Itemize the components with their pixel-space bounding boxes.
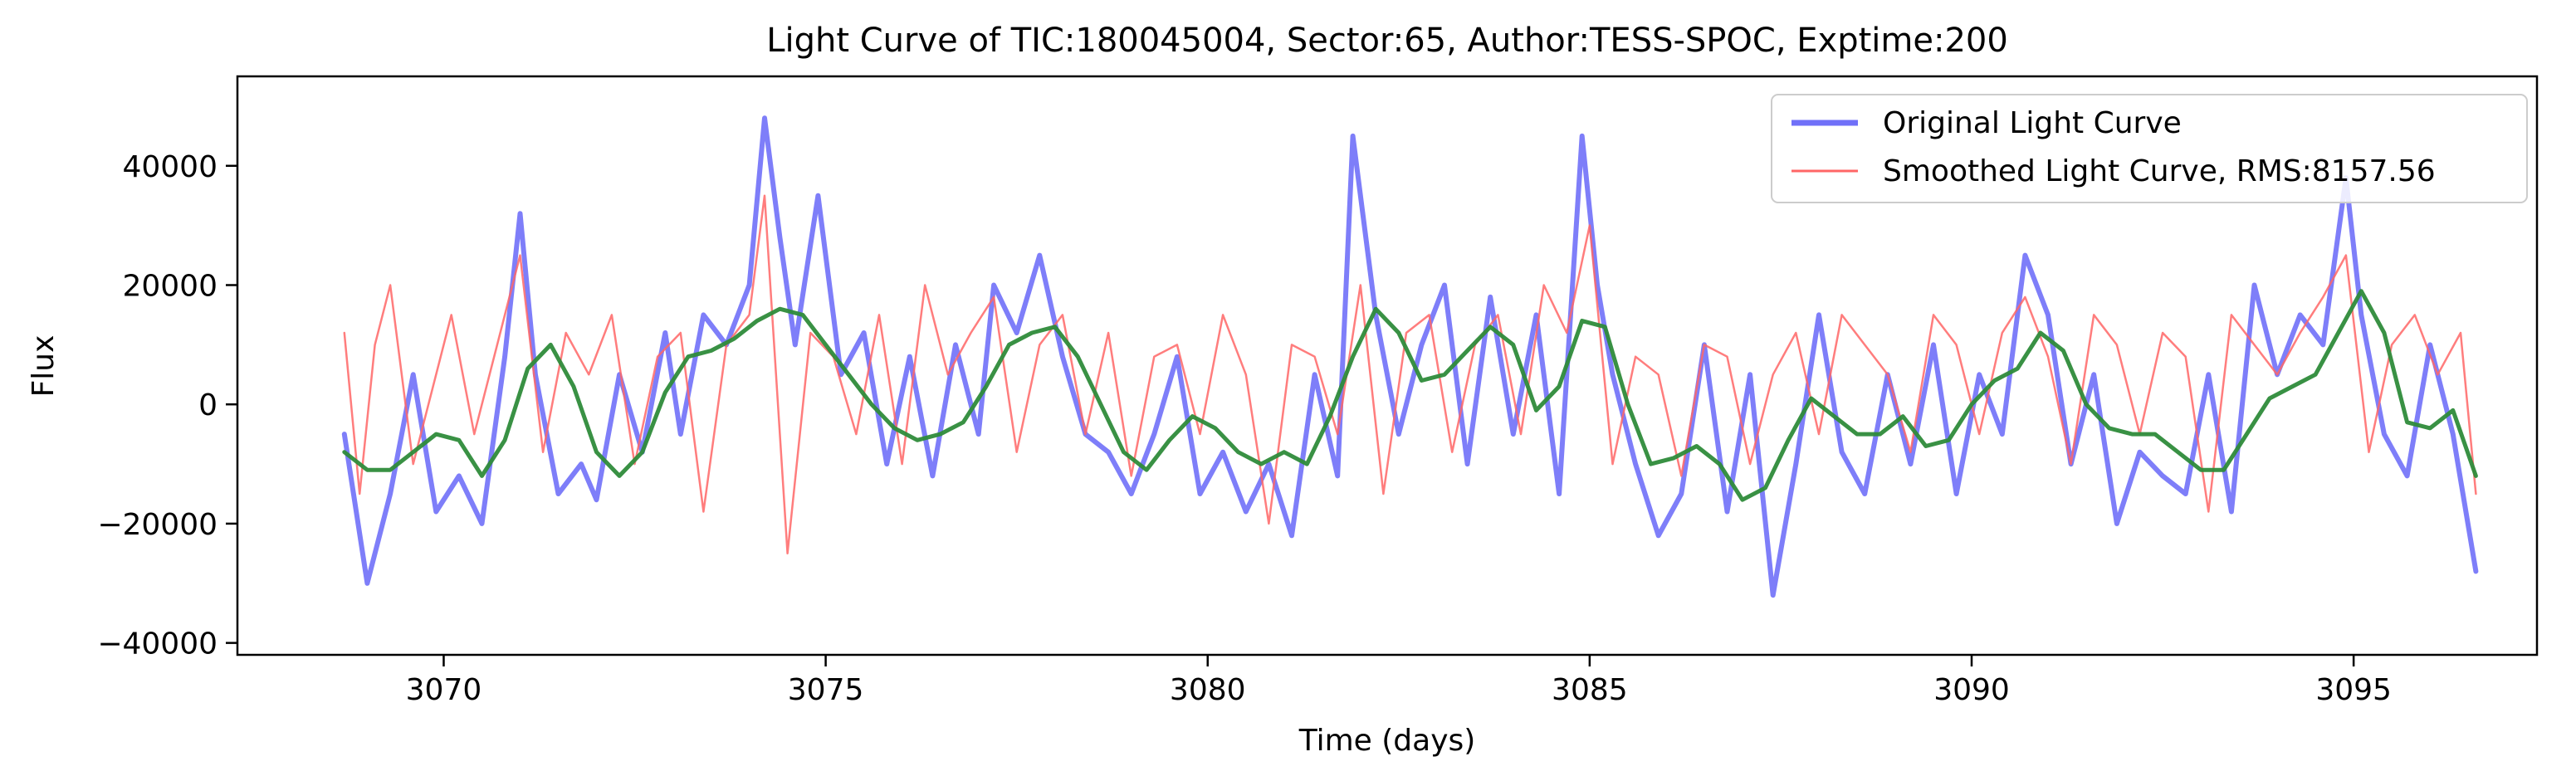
y-tick-label: 40000 [122, 150, 218, 184]
x-axis-label: Time (days) [1298, 724, 1476, 758]
x-axis: 3070 3075 3080 3085 3090 3095 [406, 655, 2392, 707]
series-layer [341, 115, 2479, 598]
y-tick-label: −40000 [97, 627, 218, 661]
legend-label-original: Original Light Curve [1883, 106, 2182, 140]
plot-frame [236, 75, 2539, 657]
legend: Original Light Curve Smoothed Light Curv… [1771, 94, 2528, 203]
y-axis: −40000 −20000 0 20000 40000 [97, 150, 237, 661]
x-tick-label: 3070 [406, 673, 482, 707]
x-tick-label: 3085 [1552, 673, 1628, 707]
y-axis-label: Flux [27, 335, 61, 398]
chart-title: Light Curve of TIC:180045004, Sector:65,… [766, 22, 2008, 60]
x-tick-label: 3090 [1933, 673, 2010, 707]
x-tick-label: 3075 [788, 673, 864, 707]
x-tick-label: 3095 [2315, 673, 2392, 707]
y-tick-label: 20000 [122, 269, 218, 303]
x-tick-label: 3080 [1170, 673, 1246, 707]
legend-box [1771, 94, 2528, 203]
legend-label-smoothed: Smoothed Light Curve, RMS:8157.56 [1883, 154, 2436, 188]
y-tick-label: 0 [198, 388, 218, 422]
smoothed-light-curve-line [343, 194, 2477, 555]
y-tick-label: −20000 [97, 508, 218, 542]
trend-line [342, 289, 2478, 502]
original-light-curve-line [341, 115, 2479, 598]
